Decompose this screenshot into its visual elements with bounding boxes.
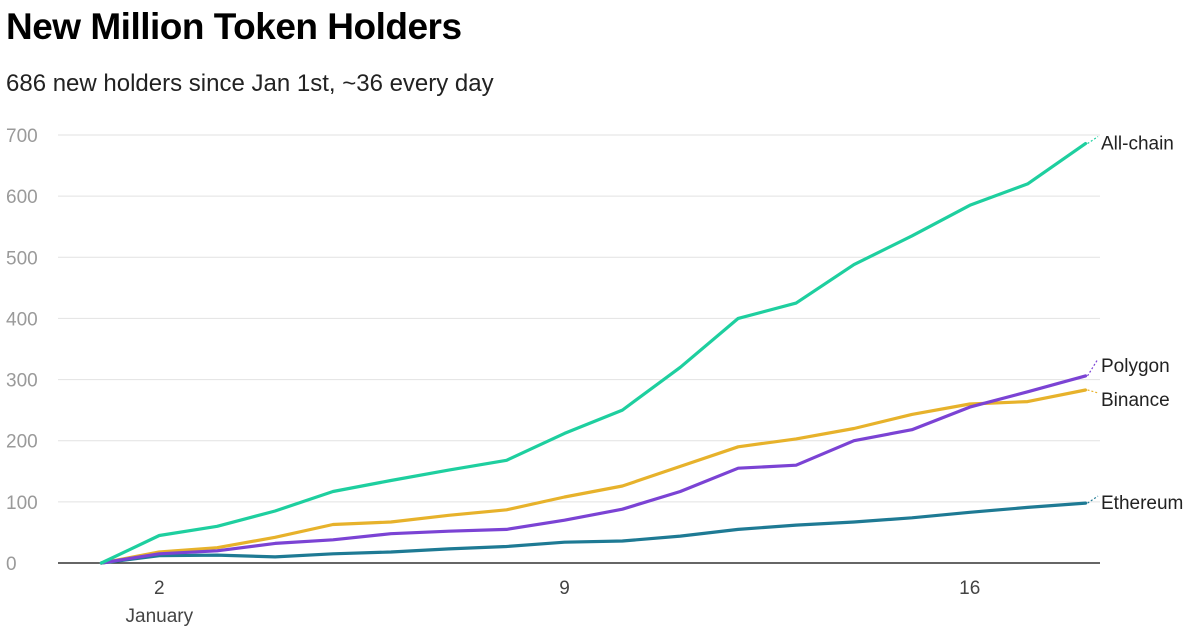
x-axis-ticks: 2 January 9 16 bbox=[126, 578, 981, 627]
series-label-polygon: Polygon bbox=[1101, 356, 1170, 377]
chart-subtitle: 686 new holders since Jan 1st, ~36 every… bbox=[6, 70, 494, 97]
y-tick-label: 400 bbox=[6, 309, 38, 330]
series-label-ethereum: Ethereum bbox=[1101, 493, 1183, 514]
y-tick-label: 600 bbox=[6, 187, 38, 208]
y-tick-label: 0 bbox=[6, 554, 17, 575]
grid-lines bbox=[58, 134, 1100, 564]
y-tick-label: 200 bbox=[6, 432, 38, 453]
y-axis-ticks: 0 100 200 300 400 500 600 700 bbox=[6, 126, 38, 575]
series-label-binance: Binance bbox=[1101, 390, 1170, 411]
y-tick-label: 500 bbox=[6, 248, 38, 269]
x-tick-label: 9 bbox=[559, 578, 570, 599]
series-line-polygon bbox=[99, 374, 1088, 565]
y-tick-label: 300 bbox=[6, 371, 38, 392]
series-line-ethereum bbox=[99, 501, 1088, 565]
series-labels: All-chain Polygon Binance Ethereum bbox=[1087, 134, 1183, 514]
series-line-binance bbox=[99, 388, 1088, 565]
label-leader-all-chain bbox=[1087, 136, 1099, 145]
series-label-all-chain: All-chain bbox=[1101, 134, 1174, 155]
x-tick-label: 16 bbox=[959, 578, 980, 599]
label-leader-polygon bbox=[1087, 358, 1099, 377]
series-line-all-chain bbox=[99, 142, 1088, 565]
y-tick-label: 700 bbox=[6, 126, 38, 147]
chart-title: New Million Token Holders bbox=[6, 6, 462, 47]
series-lines bbox=[99, 142, 1088, 565]
x-tick-label: 2 bbox=[154, 578, 165, 599]
x-tick-sublabel: January bbox=[126, 606, 194, 627]
y-tick-label: 100 bbox=[6, 493, 38, 514]
label-leader-binance bbox=[1087, 389, 1099, 394]
